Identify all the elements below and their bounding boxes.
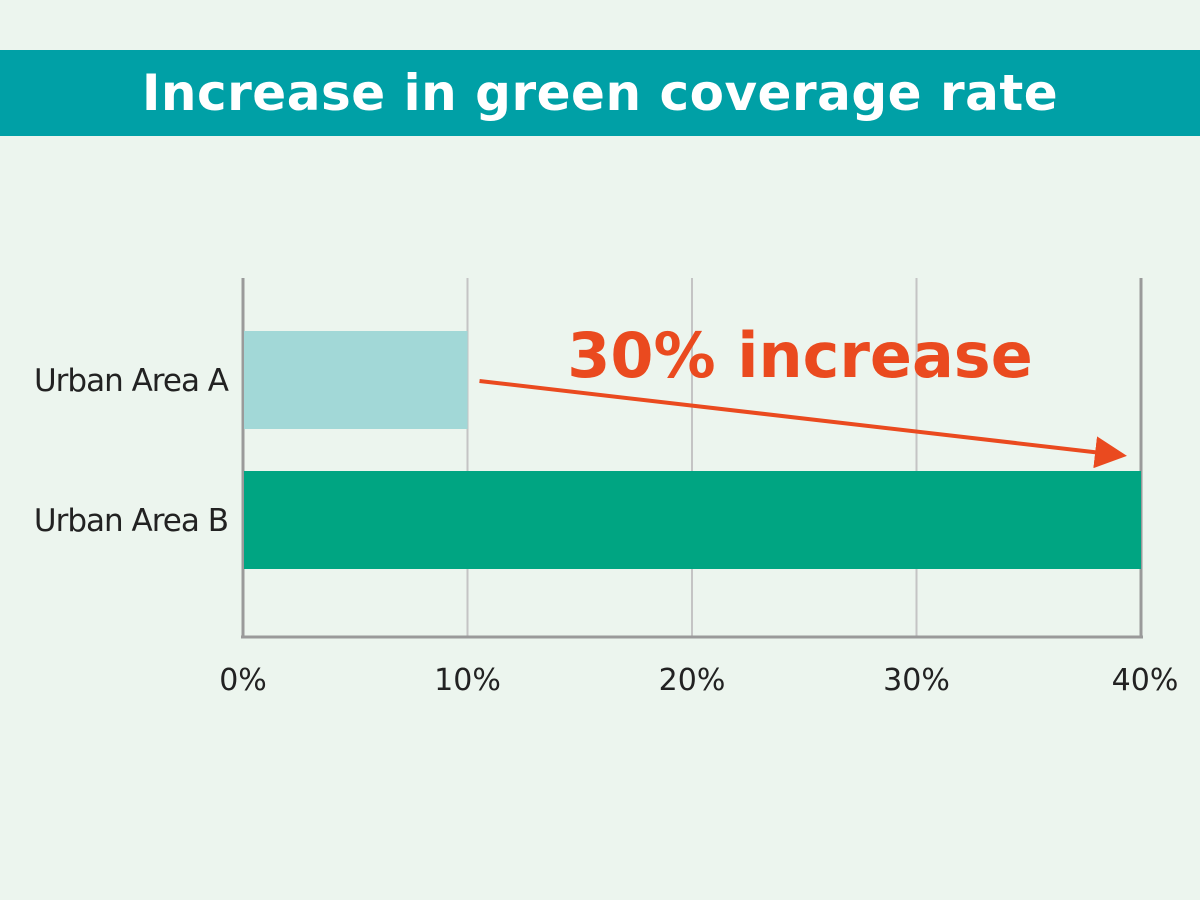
category-label: Urban Area A	[34, 363, 229, 399]
bar-urban-area-a	[244, 331, 468, 429]
category-label: Urban Area B	[34, 503, 228, 539]
x-tick-label: 40%	[1112, 663, 1179, 698]
x-tick-label: 10%	[434, 663, 501, 698]
x-tick-label: 30%	[883, 663, 950, 698]
bar-urban-area-b	[244, 471, 1141, 569]
x-tick-label: 0%	[219, 663, 267, 698]
increase-arrow	[479, 379, 1127, 469]
title-banner: Increase in green coverage rate	[0, 50, 1200, 136]
annotation-label: 30% increase	[567, 319, 1033, 392]
chart-title: Increase in green coverage rate	[141, 64, 1059, 122]
x-tick-label: 20%	[659, 663, 726, 698]
